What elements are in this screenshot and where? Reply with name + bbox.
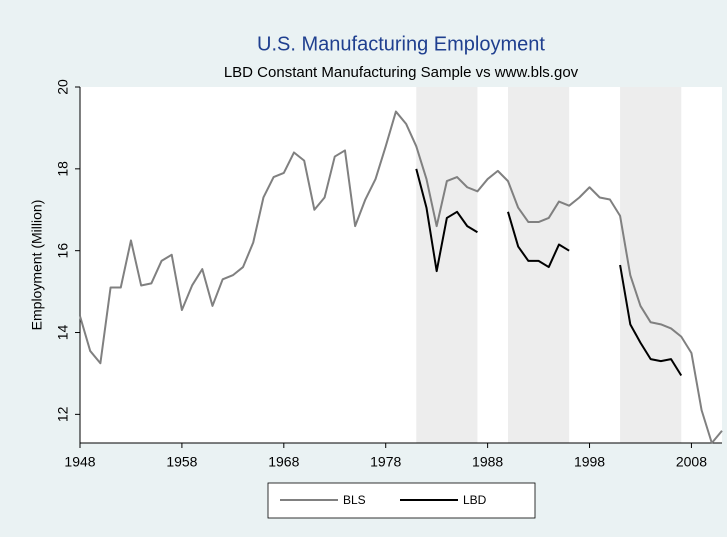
x-tick-label: 1978 <box>370 454 401 470</box>
y-axis-label: Employment (Million) <box>29 200 45 331</box>
x-tick-label: 2008 <box>676 454 707 470</box>
x-tick-label: 1968 <box>268 454 299 470</box>
shaded-range <box>416 87 478 443</box>
x-tick-label: 1958 <box>166 454 197 470</box>
x-tick-label: 1998 <box>574 454 605 470</box>
y-tick-label: 12 <box>55 406 71 422</box>
series-line <box>79 110 723 444</box>
chart-title: U.S. Manufacturing Employment <box>257 33 545 55</box>
y-tick-label: 20 <box>55 79 71 95</box>
x-tick-label: 1988 <box>472 454 503 470</box>
plot-area <box>80 87 722 443</box>
y-tick-label: 14 <box>55 325 71 341</box>
legend-label: BLS <box>343 493 366 507</box>
y-tick-label: 16 <box>55 243 71 259</box>
shaded-range <box>508 87 570 443</box>
y-tick-label: 18 <box>55 161 71 177</box>
legend-label: LBD <box>463 493 487 507</box>
chart-subtitle: LBD Constant Manufacturing Sample vs www… <box>224 64 579 81</box>
shaded-range <box>620 87 682 443</box>
series-line <box>415 168 683 377</box>
x-tick-label: 1948 <box>64 454 95 470</box>
